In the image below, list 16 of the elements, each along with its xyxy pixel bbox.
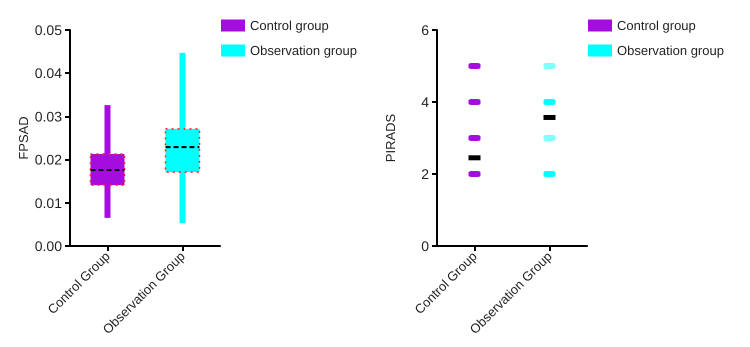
y-tick-label: 0.04 bbox=[34, 65, 62, 82]
legend-label: Control group bbox=[617, 18, 696, 33]
y-tick-label: 0.02 bbox=[34, 152, 62, 168]
y-tick-label: 6 bbox=[421, 22, 430, 38]
legend-label: Control group bbox=[250, 18, 329, 33]
y-axis-title: FPSAD bbox=[16, 116, 31, 160]
y-tick-label: 2 bbox=[421, 166, 430, 182]
y-tick-label: 0.00 bbox=[34, 238, 62, 254]
y-tick-label: 0.03 bbox=[34, 108, 62, 124]
y-tick-label: 4 bbox=[421, 94, 430, 110]
y-tick-label: 0.05 bbox=[34, 22, 62, 38]
y-axis-title: PIRADS bbox=[383, 113, 398, 162]
y-tick-label: 0 bbox=[421, 238, 430, 254]
legend-label: Observation group bbox=[617, 43, 724, 58]
y-tick-label: 0.01 bbox=[34, 194, 62, 211]
legend-label: Observation group bbox=[250, 43, 357, 58]
